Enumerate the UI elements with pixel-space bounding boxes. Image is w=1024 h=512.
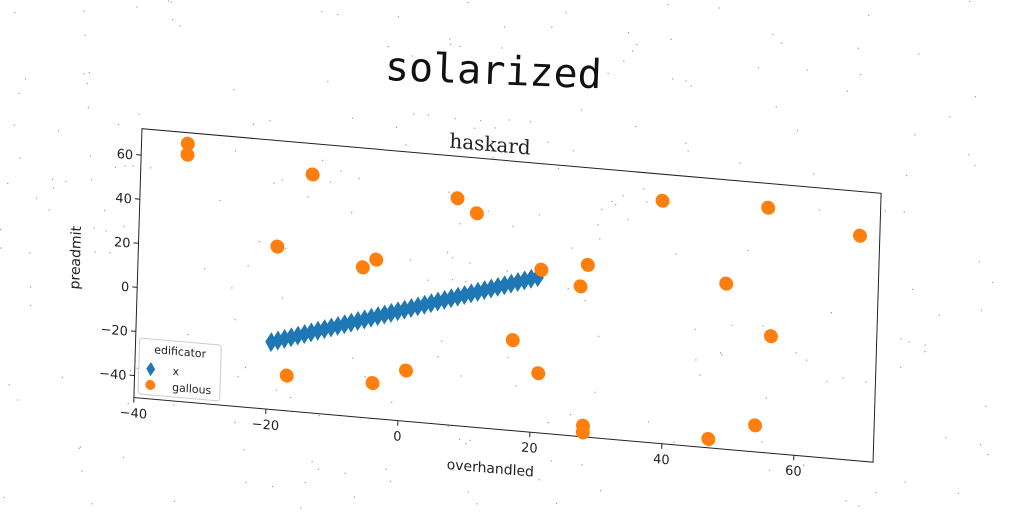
y-tick-label: 0	[121, 280, 130, 296]
x-tick-label: 0	[393, 429, 402, 445]
y-tick-label: 60	[116, 147, 133, 163]
point-gallous	[365, 376, 380, 391]
legend-box	[137, 337, 222, 402]
chart-title: haskard	[449, 129, 531, 160]
x-tick-label: 20	[521, 440, 538, 456]
point-gallous	[450, 191, 465, 206]
point-gallous	[180, 136, 195, 151]
point-gallous	[580, 257, 595, 272]
y-axis-label: preadmit	[67, 225, 85, 290]
point-gallous	[701, 431, 716, 446]
y-tick-label: −20	[100, 322, 128, 339]
point-gallous	[270, 239, 285, 254]
point-gallous	[761, 200, 776, 215]
point-gallous	[305, 167, 320, 182]
y-tick-label: 40	[115, 191, 132, 207]
point-gallous	[469, 206, 484, 221]
x-tick-label: −20	[252, 417, 280, 434]
point-gallous	[853, 228, 867, 243]
y-tick-label: −40	[99, 366, 127, 383]
legend: edificator x gallous	[137, 337, 222, 402]
point-gallous	[180, 147, 195, 162]
legend-label-gallous: gallous	[172, 381, 212, 397]
point-gallous	[279, 368, 294, 383]
point-gallous	[355, 260, 370, 275]
point-gallous	[505, 333, 520, 348]
legend-marker-x	[146, 361, 156, 376]
legend-title: edificator	[154, 343, 207, 361]
point-gallous	[655, 193, 670, 208]
plot-marks	[180, 136, 867, 446]
point-gallous	[399, 363, 413, 378]
point-gallous	[763, 329, 778, 344]
point-gallous	[369, 252, 384, 267]
point-gallous	[573, 279, 588, 294]
point-gallous	[534, 262, 549, 277]
axes-frame	[133, 128, 882, 463]
legend-marker-gallous	[145, 379, 156, 390]
axis-ticks: −40 −20 0 20 40 60 −40 −20 0 20 40 60	[99, 147, 802, 480]
x-tick-label: 40	[653, 452, 670, 468]
x-tick-label: −40	[120, 405, 148, 422]
point-gallous	[575, 425, 590, 440]
point-gallous	[531, 366, 546, 381]
point-gallous	[748, 418, 763, 433]
point-gallous	[719, 276, 734, 291]
legend-label-x: x	[172, 365, 179, 379]
x-axis-label: overhandled	[447, 457, 535, 481]
x-tick-label: 60	[785, 464, 802, 480]
y-tick-label: 20	[114, 235, 131, 251]
